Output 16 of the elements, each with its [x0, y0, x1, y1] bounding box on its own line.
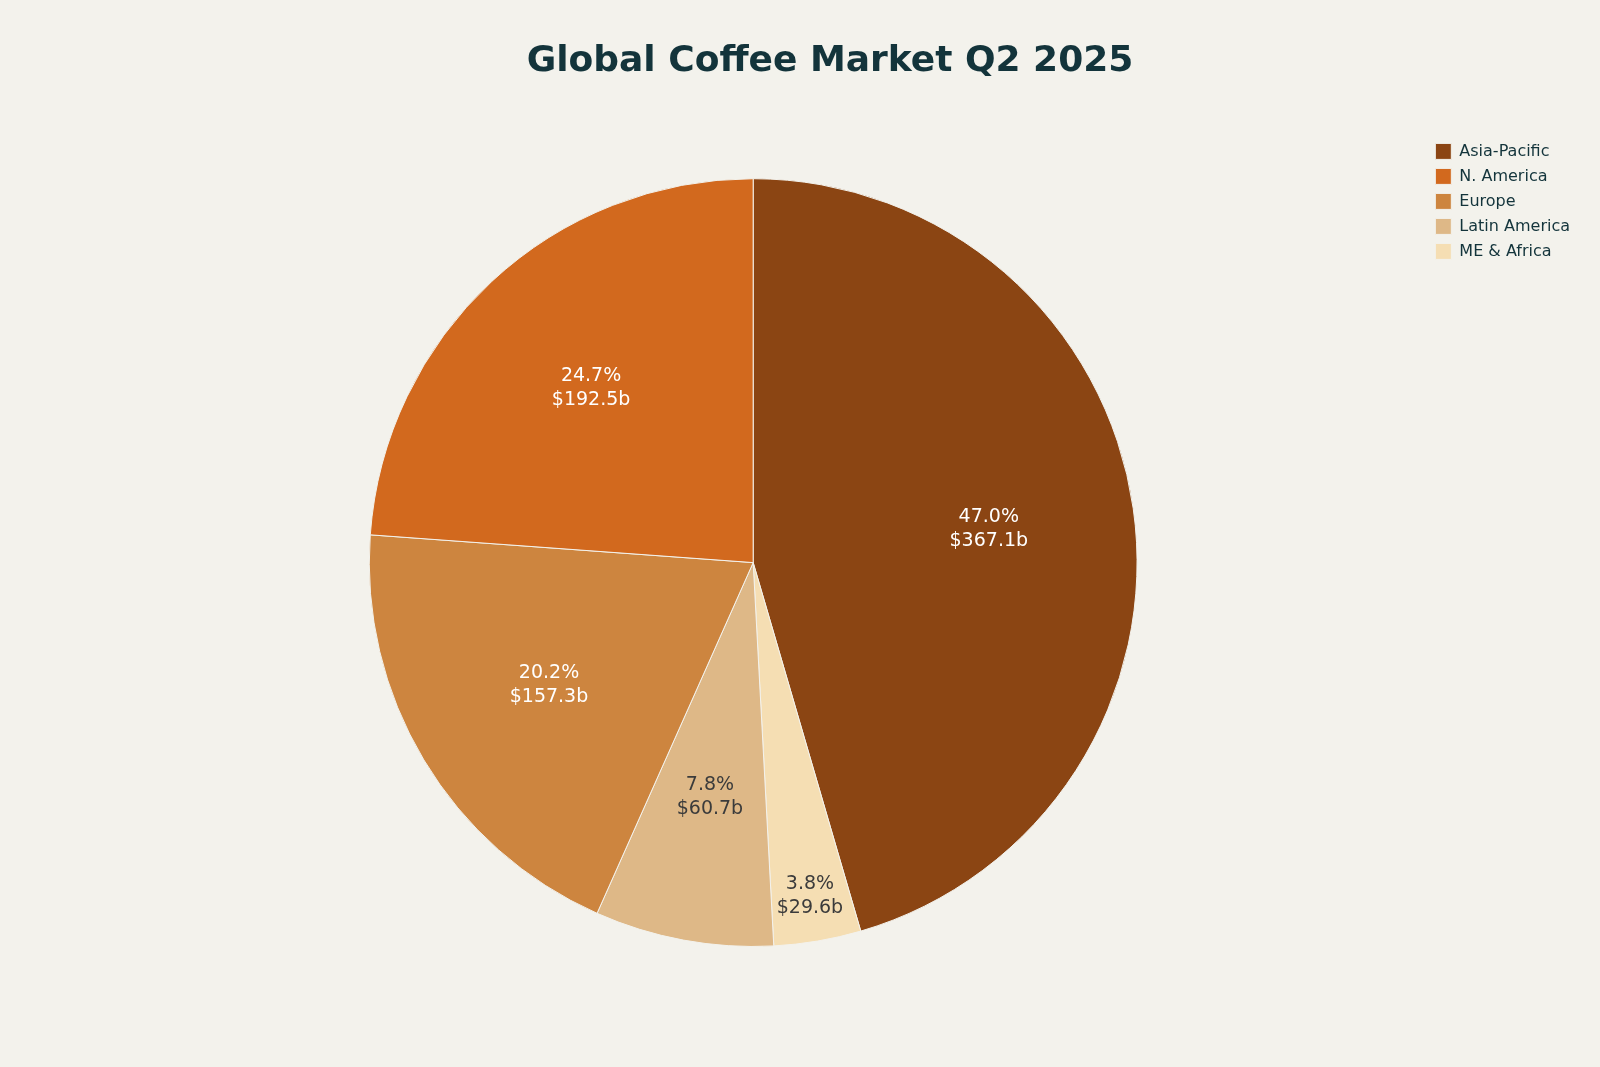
chart-title: Global Coffee Market Q2 2025	[526, 37, 1134, 79]
text: 24.7%	[560, 363, 622, 386]
legend-label: Europe	[1459, 190, 1516, 210]
text: 3.8%	[785, 870, 835, 893]
data-label: $29.6b	[776, 894, 844, 917]
legend-label: N. America	[1459, 165, 1548, 185]
legend-label: Asia-Pacific	[1459, 140, 1550, 160]
legend-label: Latin America	[1459, 215, 1571, 235]
data-label: $367.1b	[949, 527, 1029, 550]
text: 20.2%	[518, 659, 580, 682]
legend-label: ME & Africa	[1459, 240, 1552, 260]
text: 7.8%	[685, 771, 735, 794]
data-label: $157.3b	[509, 683, 589, 706]
data-label: $60.7b	[676, 795, 744, 818]
text: 47.0%	[958, 503, 1019, 526]
data-label: $192.5b	[551, 387, 631, 410]
